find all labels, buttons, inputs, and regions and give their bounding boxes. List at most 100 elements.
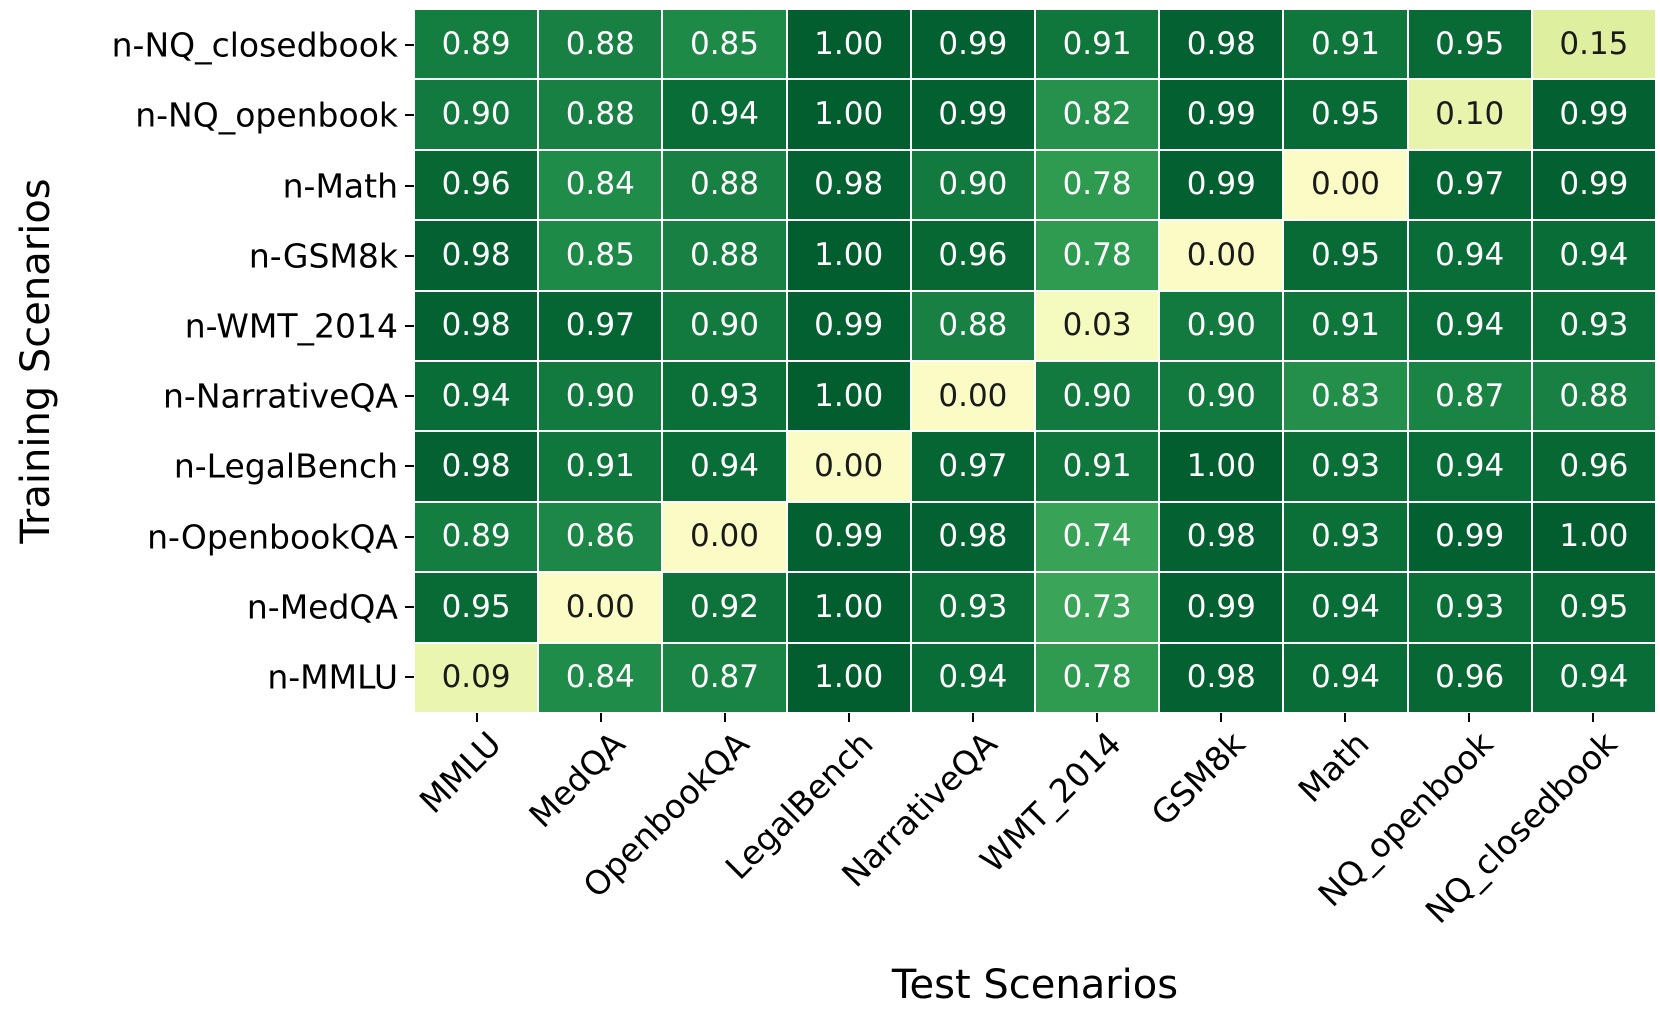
heatmap-cell: 1.00 (787, 643, 910, 712)
x-tick-mark (972, 713, 974, 722)
heatmap-cell: 0.88 (911, 291, 1034, 360)
heatmap-cell: 0.94 (415, 362, 538, 431)
heatmap-cell: 0.88 (1532, 362, 1655, 431)
heatmap-cell: 0.96 (415, 150, 538, 220)
heatmap-cell: 0.99 (911, 80, 1034, 149)
heatmap-cell: 0.95 (1284, 80, 1407, 149)
heatmap-cell: 0.97 (1408, 150, 1531, 220)
heatmap-cell: 0.90 (663, 291, 786, 360)
heatmap-cell: 0.87 (1408, 362, 1531, 431)
y-tick-mark (405, 114, 414, 117)
heatmap-cell: 0.95 (1284, 221, 1407, 290)
heatmap-cell: 0.94 (663, 432, 786, 501)
y-tick-label: n-GSM8k (248, 236, 398, 276)
heatmap-cell: 0.00 (1284, 150, 1407, 220)
heatmap-cell: 1.00 (1532, 502, 1655, 572)
heatmap-cell: 0.00 (663, 502, 786, 572)
y-axis-title: Training Scenarios (13, 178, 59, 544)
heatmap-cell: 0.84 (539, 150, 662, 220)
heatmap-cell: 0.93 (663, 362, 786, 431)
heatmap-cell: 0.97 (911, 432, 1034, 501)
x-tick-mark (476, 713, 478, 722)
y-tick-mark (405, 395, 414, 398)
y-tick-label: n-WMT_2014 (184, 306, 398, 346)
y-tick-label: n-NQ_closedbook (111, 25, 398, 65)
x-tick-mark (724, 713, 726, 722)
heatmap-cell: 1.00 (787, 80, 910, 149)
heatmap-cell: 0.90 (415, 80, 538, 149)
heatmap-cell: 0.94 (1408, 291, 1531, 360)
heatmap-cell: 0.88 (663, 150, 786, 220)
heatmap-cell: 0.97 (539, 291, 662, 360)
heatmap-cell: 0.83 (1284, 362, 1407, 431)
heatmap-cell: 0.92 (663, 573, 786, 642)
heatmap-cell: 0.94 (663, 80, 786, 149)
heatmap-cell: 0.94 (1532, 221, 1655, 290)
heatmap-cell: 0.03 (1035, 291, 1159, 360)
heatmap-cell: 0.78 (1035, 150, 1159, 220)
heatmap-cell: 0.94 (1284, 573, 1407, 642)
y-tick-label: n-LegalBench (173, 446, 398, 486)
heatmap-cell: 0.93 (911, 573, 1034, 642)
heatmap-cell: 0.95 (415, 573, 538, 642)
heatmap-cell: 0.91 (1284, 10, 1407, 79)
y-tick-mark (405, 254, 414, 257)
heatmap-cell: 0.99 (787, 502, 910, 572)
heatmap-cell: 0.88 (539, 80, 662, 149)
y-tick-label: n-Math (282, 166, 398, 205)
x-tick-mark (600, 713, 602, 722)
y-tick-mark (405, 184, 414, 187)
heatmap-cell: 0.98 (415, 432, 538, 501)
heatmap-cell: 0.99 (1532, 80, 1655, 149)
heatmap-cell: 0.00 (539, 573, 662, 642)
heatmap-cell: 0.99 (911, 10, 1034, 79)
heatmap-cell: 0.96 (1532, 432, 1655, 501)
heatmap-cell: 1.00 (1160, 432, 1283, 501)
heatmap-cell: 0.88 (663, 221, 786, 290)
heatmap-cell: 0.93 (1408, 573, 1531, 642)
heatmap-cell: 1.00 (787, 362, 910, 431)
heatmap-cell: 0.94 (1408, 432, 1531, 501)
heatmap-cell: 0.90 (1160, 291, 1283, 360)
heatmap-cell: 0.00 (1160, 221, 1283, 290)
heatmap-cell: 0.94 (1532, 643, 1655, 712)
heatmap-cell: 0.91 (1035, 432, 1159, 501)
heatmap-cell: 0.91 (1284, 291, 1407, 360)
heatmap-cell: 0.85 (539, 221, 662, 290)
heatmap-cell: 0.94 (911, 643, 1034, 712)
heatmap-cell: 0.85 (663, 10, 786, 79)
heatmap-cell: 0.90 (539, 362, 662, 431)
heatmap-cell: 0.78 (1035, 221, 1159, 290)
heatmap-cell: 0.89 (415, 10, 538, 79)
x-axis-title: Test Scenarios (891, 962, 1179, 1008)
heatmap-cell: 0.95 (1408, 10, 1531, 79)
heatmap-cell: 0.91 (1035, 10, 1159, 79)
heatmap-cell: 0.09 (415, 643, 538, 712)
y-tick-mark (405, 605, 414, 608)
heatmap-cell: 0.95 (1532, 573, 1655, 642)
heatmap-cell: 0.93 (1532, 291, 1655, 360)
heatmap-cell: 0.88 (539, 10, 662, 79)
heatmap-cell: 0.94 (1408, 221, 1531, 290)
heatmap-cell: 0.93 (1284, 502, 1407, 572)
x-tick-mark (1468, 713, 1470, 722)
heatmap-cell: 0.82 (1035, 80, 1159, 149)
heatmap-cell: 0.99 (1160, 150, 1283, 220)
heatmap-cell: 0.94 (1284, 643, 1407, 712)
heatmap-cell: 0.99 (787, 291, 910, 360)
heatmap-cell: 0.99 (1408, 502, 1531, 572)
heatmap-grid: 0.89 0.88 0.85 1.00 0.99 0.91 0.98 0.91 0.95 0.15… (415, 10, 1655, 712)
heatmap-cell: 0.98 (1160, 502, 1283, 572)
heatmap-cell: 0.90 (1035, 362, 1159, 431)
y-tick-label: n-NarrativeQA (163, 376, 398, 416)
heatmap-cell: 0.98 (787, 150, 910, 220)
heatmap-cell: 1.00 (787, 221, 910, 290)
heatmap-cell: 0.78 (1035, 643, 1159, 712)
heatmap-cell: 0.98 (415, 291, 538, 360)
y-tick-mark (405, 675, 414, 678)
heatmap-cell: 0.10 (1408, 80, 1531, 149)
heatmap-cell: 0.91 (539, 432, 662, 501)
heatmap-cell: 0.89 (415, 502, 538, 572)
heatmap-cell: 0.00 (787, 432, 910, 501)
